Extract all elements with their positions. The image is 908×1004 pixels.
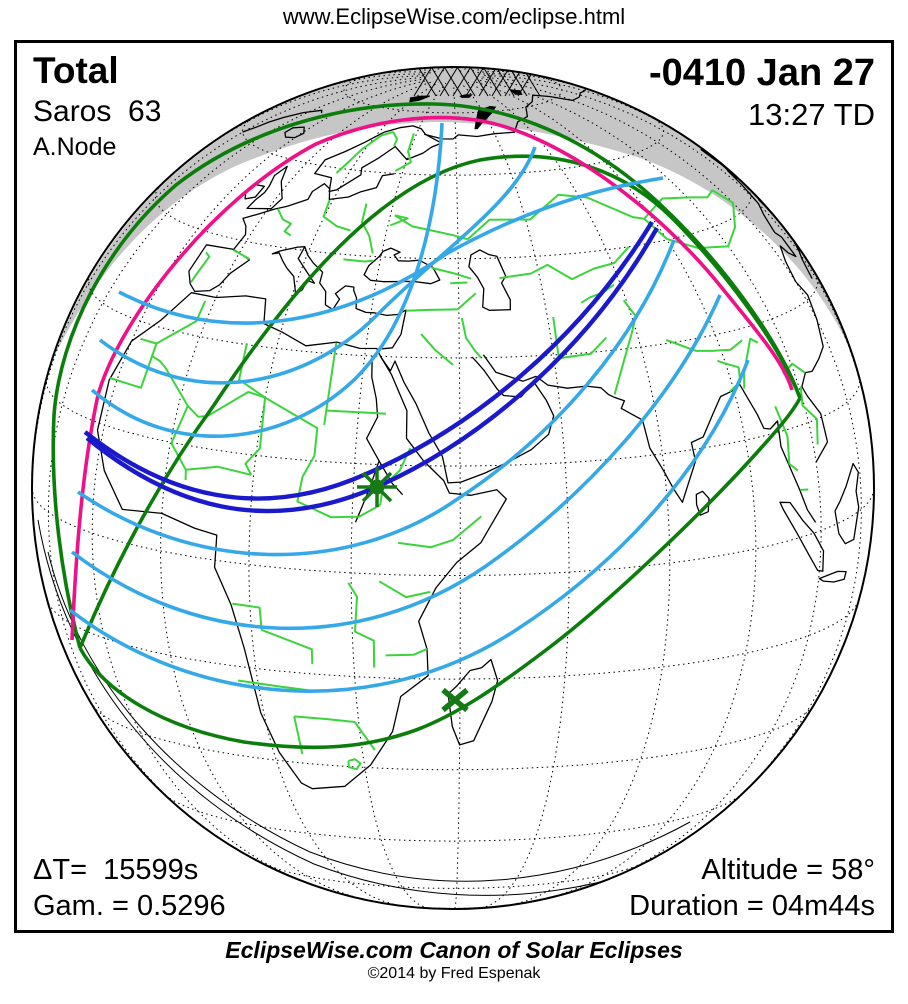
footer-title: EclipseWise.com Canon of Solar Eclipses — [225, 937, 683, 963]
delta-t-gamma-block: ΔT= 15599s Gam. = 0.5296 — [33, 852, 226, 924]
delta-t-label: ΔT= 15599s — [33, 854, 199, 886]
path-end-x-icon — [441, 687, 469, 713]
coastlines — [96, 88, 860, 790]
globe-rim — [31, 66, 875, 910]
political-borders — [109, 130, 819, 771]
eclipse-type-label: Total — [33, 50, 119, 91]
polar-hatch-pattern — [413, 67, 541, 97]
magnitude-contour-lines — [68, 122, 750, 693]
altitude-duration-block: Altitude = 58° Duration = 04m44s — [629, 852, 875, 924]
duration-label: Duration = 04m44s — [629, 890, 875, 922]
site-url-heading: www.EclipseWise.com/eclipse.html — [282, 4, 626, 29]
node-label: A.Node — [33, 133, 117, 161]
penumbral-limit-line — [70, 115, 794, 641]
eclipse-date-label: -0410 Jan 27 — [648, 52, 875, 94]
saros-label: Saros 63 — [33, 95, 162, 128]
altitude-label: Altitude = 58° — [701, 854, 875, 886]
globe-map — [31, 66, 875, 910]
gamma-label: Gam. = 0.5296 — [33, 890, 226, 922]
figure-footer: EclipseWise.com Canon of Solar Eclipses … — [0, 936, 908, 984]
eclipse-time-label: 13:27 TD — [748, 97, 875, 132]
greatest-eclipse-star-icon — [357, 467, 397, 507]
footer-copyright: ©2014 by Fred Espenak — [367, 965, 541, 982]
eclipse-type-block: Total Saros 63 A.Node — [33, 49, 161, 163]
globe-disk — [32, 67, 874, 909]
eclipse-date-block: -0410 Jan 27 13:27 TD — [649, 51, 875, 135]
eclipse-map-figure: Total Saros 63 A.Node -0410 Jan 27 13:27… — [14, 40, 894, 933]
